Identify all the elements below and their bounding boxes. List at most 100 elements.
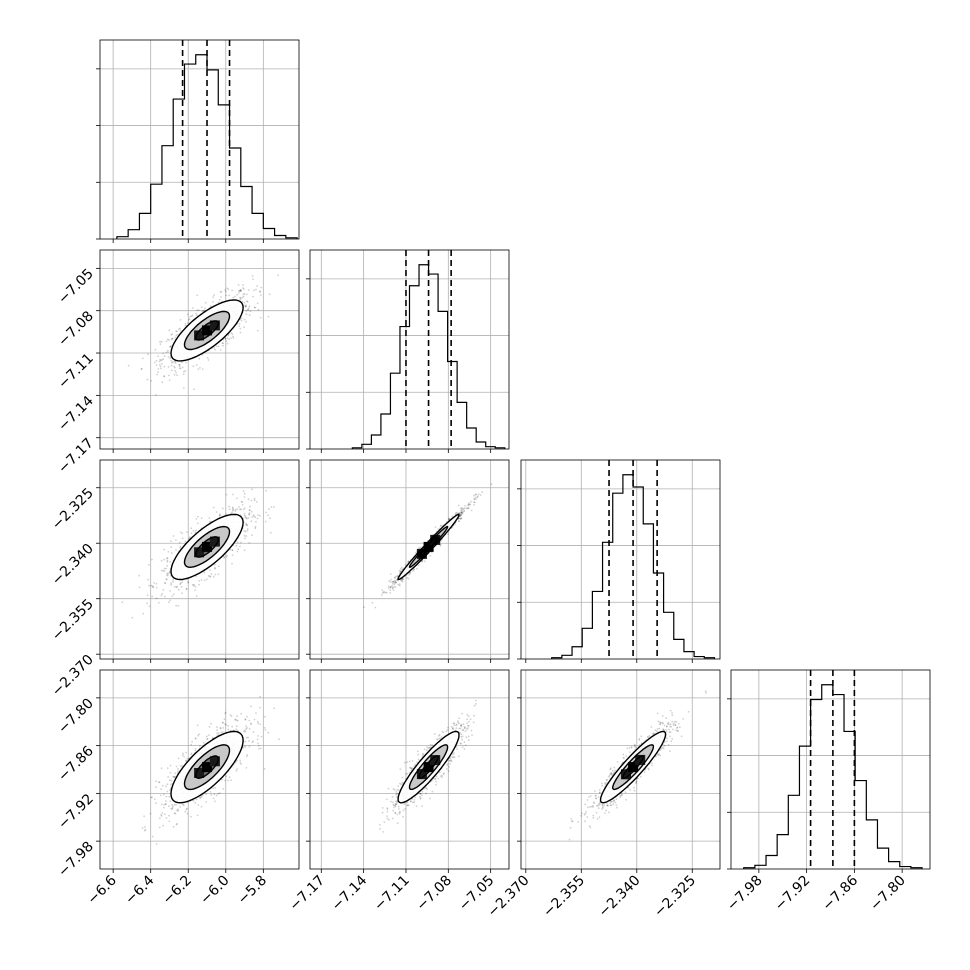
scatter-point [183,370,185,373]
scatter-point [191,314,194,317]
scatter-point [413,568,415,570]
scatter-point [170,552,173,554]
scatter-point [245,755,248,758]
scatter-point [243,534,246,537]
scatter-point [665,717,668,720]
scatter-point [659,748,662,751]
scatter-point [245,523,248,526]
scatter-point [150,584,153,587]
scatter-point [163,375,166,378]
scatter-point [163,365,166,368]
panel-frame [99,249,300,450]
scatter-point [210,794,213,796]
scatter-point [253,718,256,721]
scatter-point [208,726,211,728]
scatter-point [168,329,171,332]
scatter-point [155,843,158,845]
scatter-point [594,797,597,799]
scatter-point [460,725,463,728]
scatter-point [437,738,439,741]
scatter-point [449,757,452,760]
scatter-point [609,772,612,775]
scatter-point [466,728,468,731]
scatter-point [423,560,426,563]
scatter-point [246,715,248,718]
scatter-point [208,520,211,523]
scatter-point [155,802,157,805]
scatter-point [194,531,197,534]
scatter-point [475,496,477,499]
scatter-point [244,740,247,743]
scatter-point [461,509,463,511]
scatter-point [200,579,203,581]
scatter-point [160,559,163,562]
scatter-point [242,730,245,733]
scatter-point [186,812,189,815]
scatter-point [391,587,394,589]
scatter-point [176,333,179,336]
scatter-point [197,804,200,806]
scatter-point [179,582,182,585]
scatter-point [394,804,397,807]
scatter-point [177,809,180,812]
scatter-point [477,493,480,496]
scatter-point [140,368,143,370]
scatter-point [154,348,157,351]
y-tick-label-1-1: −7.14 [55,393,97,435]
scatter-point [248,740,250,742]
scatter-point [170,345,172,347]
scatter-point [218,298,221,301]
scatter-point [227,334,230,337]
scatter-point [182,754,184,756]
scatter-point [467,504,469,507]
scatter-point [647,767,649,770]
scatter-point [192,529,195,532]
scatter-point [228,505,231,508]
scatter-point [411,767,414,770]
scatter-point [425,749,428,752]
scatter-point [222,342,225,344]
scatter-point [239,289,241,292]
scatter-point [254,516,257,519]
scatter-point [167,356,170,358]
scatter-point [245,725,247,727]
scatter-point [169,590,172,592]
scatter-point [158,781,161,784]
scatter-point [407,560,410,563]
scatter-point [459,517,461,520]
scatter-point [674,720,676,723]
scatter-point [246,293,248,296]
scatter-point [389,592,392,594]
scatter-point [173,776,176,779]
scatter-point [196,309,198,311]
scatter-point [194,749,197,752]
scatter-point [220,290,223,293]
scatter-point [187,319,190,321]
scatter-point [458,520,460,523]
scatter-point [222,727,225,729]
scatter-point [166,559,169,562]
scatter-point [457,720,459,722]
x-tick-label-0-1: −6.4 [122,872,157,907]
scatter-point [169,764,172,767]
scatter-point [473,494,475,497]
scatter-point [151,585,154,587]
scatter-point [248,305,251,308]
scatter-point [587,806,589,809]
scatter-point [391,795,394,798]
scatter-point [463,507,466,510]
scatter-point [459,512,461,515]
scatter-point [460,736,463,738]
scatter-point [231,333,234,335]
scatter-point [243,301,246,304]
y-tick-label-3-0: −7.98 [55,839,97,881]
panel-2-1 [306,459,510,663]
scatter-point [657,754,660,757]
scatter-point [237,548,240,551]
scatter-point [427,747,430,749]
scatter-point [181,581,183,584]
scatter-point [148,584,151,587]
scatter-point [212,301,214,303]
histogram-1 [351,264,506,449]
scatter-point [410,768,413,770]
